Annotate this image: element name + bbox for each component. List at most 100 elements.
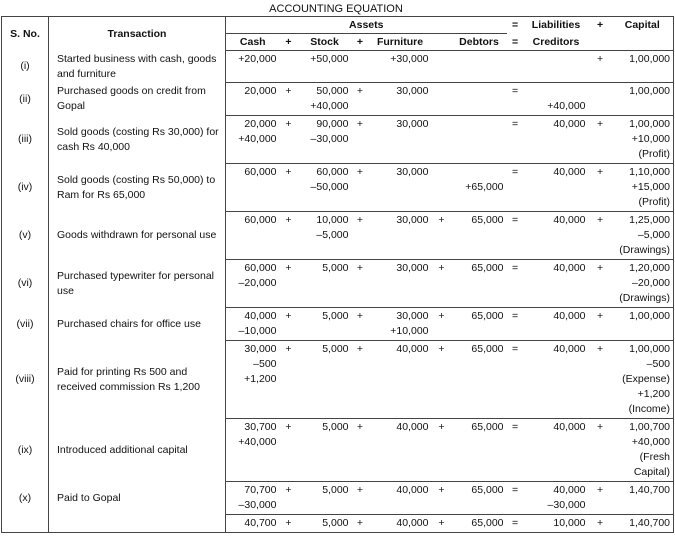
amount-line: 90,000 [316, 118, 349, 130]
operator-cell: + [351, 418, 369, 482]
table-row: (iii) Sold goods (costing Rs 30,000) for … [1, 115, 674, 164]
operator-cell: + [588, 340, 612, 419]
operator-cell: + [431, 418, 452, 482]
operator-cell: + [431, 211, 452, 260]
equation-table: S. No. Transaction Assets = Liabilities … [1, 16, 675, 533]
amount-cell: 5,000 [297, 514, 352, 533]
amount-line: 40,000 [553, 214, 586, 226]
operator: + [285, 262, 292, 274]
amount-cell: 65,000 [451, 418, 507, 482]
amount-cell: 30,000 –500 +1,200 [225, 340, 280, 419]
amount-line: 1,00,000 [629, 118, 671, 130]
table-row: (vii) Purchased chairs for office use 40,0… [1, 307, 674, 341]
amount-line: 1,40,700 [629, 484, 671, 496]
amount-line: –500 [646, 358, 671, 370]
amount-cell: 40,000 [368, 481, 432, 515]
amount-cell: 30,000 [368, 211, 432, 260]
amount-line: (Profit) [638, 148, 671, 160]
amount-line: 1,10,000 [629, 166, 671, 178]
operator-cell: = [506, 163, 524, 212]
operator-cell: + [431, 481, 452, 515]
header-cell: Creditors [523, 33, 589, 51]
header-cell [431, 33, 452, 51]
transaction: Purchased chairs for office use [48, 307, 226, 341]
operator: + [285, 421, 292, 433]
amount-line: (Drawings) [619, 292, 671, 304]
amount-line: +50,000 [310, 53, 349, 65]
operator: + [356, 214, 364, 226]
amount-cell [451, 115, 507, 164]
amount-cell: 1,10,000 +15,000 (Profit) [611, 163, 674, 212]
amount-line: 40,000 [396, 343, 429, 355]
amount-line: –20,000 [632, 277, 671, 289]
amount-line: +20,000 [238, 53, 277, 65]
transaction: Started business with cash, goods and fu… [48, 50, 226, 83]
operator: = [511, 118, 519, 130]
amount-cell: 20,000 +40,000 [225, 115, 280, 164]
transaction: Purchased goods on credit from Gopal [48, 82, 226, 116]
amount-line: –20,000 [238, 277, 277, 289]
operator-cell: + [351, 115, 369, 164]
header-cell: Assets [225, 16, 507, 34]
operator-cell [431, 50, 452, 83]
amount-line: 40,000 [396, 421, 429, 433]
operator-cell: + [588, 259, 612, 308]
amount-cell: 50,000 +40,000 [297, 82, 352, 116]
operator: + [438, 310, 445, 322]
amount-cell: 65,000 [451, 340, 507, 419]
amount-line: 5,000 [322, 343, 349, 355]
operator-cell [431, 163, 452, 212]
table-row: (x) Paid to Gopal 70,700 –30,000 +5,000 +40,0… [1, 481, 674, 515]
amount-cell: 30,000 [368, 259, 432, 308]
transaction: Paid for printing Rs 500 and received co… [48, 340, 226, 419]
operator-cell: + [351, 307, 369, 341]
amount-cell: 30,000 +10,000 [368, 307, 432, 341]
amount-line: 1,00,000 [629, 343, 671, 355]
amount-line: +40,000 [547, 100, 586, 112]
amount-cell: 65,000 [451, 307, 507, 341]
header-cell: = [511, 19, 519, 32]
operator-cell [431, 82, 452, 116]
operator: + [438, 517, 445, 529]
operator: + [438, 343, 445, 355]
amount-cell: 40,000 [523, 115, 589, 164]
operator: + [438, 421, 445, 433]
operator: = [511, 214, 519, 226]
amount-cell [451, 82, 507, 116]
header-cell: Liabilities [531, 19, 581, 32]
amount-cell: 40,000 –30,000 [523, 481, 589, 515]
title: ACCOUNTING EQUATION [269, 3, 403, 15]
amount-line: 1,00,000 [629, 310, 671, 322]
amount-line: 65,000 [471, 214, 504, 226]
header-cell: Capital [624, 19, 660, 31]
operator: + [356, 310, 364, 322]
amount-cell: 40,000 [368, 418, 432, 482]
operator-cell: + [351, 259, 369, 308]
operator-cell: + [279, 82, 298, 116]
operator-cell: + [588, 514, 612, 533]
operator: + [596, 214, 604, 226]
amount-cell: 5,000 [297, 259, 352, 308]
operator-cell: + [588, 115, 612, 164]
amount-line: 1,25,000 [629, 214, 671, 226]
operator: + [356, 262, 364, 274]
operator: + [438, 262, 445, 274]
amount-cell: 30,000 [368, 115, 432, 164]
amount-cell: 1,00,000 +10,000 (Profit) [611, 115, 674, 164]
operator: = [511, 484, 519, 496]
amount-line: 65,000 [471, 421, 504, 433]
amount-cell: 40,700 [225, 514, 280, 533]
operator: + [596, 343, 604, 355]
operator-cell: = [506, 82, 524, 116]
table-row: (i) Started business with cash, goods and… [1, 50, 674, 83]
table-row: (ix) Introduced additional capital 30,700 +… [1, 418, 674, 482]
amount-line: 5,000 [322, 484, 349, 496]
operator: + [285, 343, 292, 355]
amount-line: 5,000 [322, 421, 349, 433]
serial-number: (iv) [1, 163, 49, 212]
operator: + [596, 53, 604, 65]
operator-cell: + [279, 163, 298, 212]
table-row: (v) Goods withdrawn for personal use 60,00… [1, 211, 674, 260]
amount-cell: 1,40,700 [611, 481, 674, 515]
amount-cell: 70,700 –30,000 [225, 481, 280, 515]
